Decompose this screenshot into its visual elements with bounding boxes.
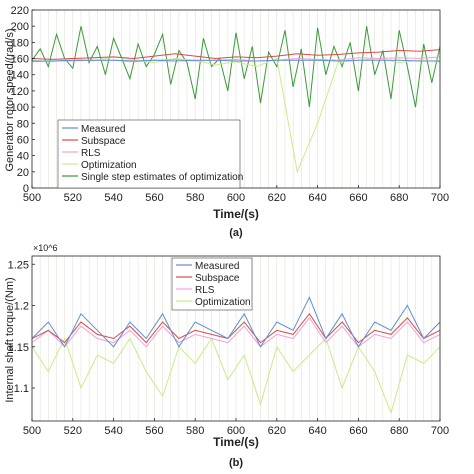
x-tick-label: 520 bbox=[64, 425, 82, 437]
y-tick-label: 1.15 bbox=[8, 342, 29, 354]
x-tick-label: 660 bbox=[349, 192, 367, 204]
y-tick-label: 180 bbox=[11, 37, 29, 49]
panel-a-label: (a) bbox=[229, 227, 243, 239]
x-tick-label: 540 bbox=[104, 425, 122, 437]
y-tick-label: 0 bbox=[23, 183, 29, 195]
legend-label: RLS bbox=[81, 148, 101, 159]
y-tick-label: 120 bbox=[11, 86, 29, 98]
x-tick-label: 600 bbox=[227, 192, 245, 204]
y-tick-label: 40 bbox=[17, 151, 29, 163]
x-tick-label: 640 bbox=[308, 425, 326, 437]
series-line-measured bbox=[32, 296, 440, 348]
panel-a-legend-box bbox=[57, 119, 241, 189]
legend-label: Measured bbox=[195, 261, 239, 272]
x-tick-label: 680 bbox=[390, 425, 408, 437]
x-tick-label: 580 bbox=[186, 425, 204, 437]
x-tick-label: 700 bbox=[431, 192, 449, 204]
x-tick-label: 500 bbox=[23, 425, 41, 437]
x-tick-label: 540 bbox=[104, 192, 122, 204]
y-tick-label: 220 bbox=[11, 5, 29, 17]
panel-a-x-ticks: 500 520 540 560 580 600 620 640 660 680 700 bbox=[23, 185, 449, 204]
panel-b-x-axis-label: Time/(s) bbox=[213, 435, 259, 449]
panel-b-label: (b) bbox=[229, 457, 243, 469]
y-tick-label: 80 bbox=[17, 118, 29, 130]
panel-b-x-ticks: 500 520 540 560 580 600 620 640 660 680 700 bbox=[23, 418, 449, 437]
y-tick-label: 140 bbox=[11, 70, 29, 82]
panel-a-x-axis-label: Time/(s) bbox=[213, 207, 259, 221]
x-tick-label: 700 bbox=[431, 425, 449, 437]
x-tick-label: 640 bbox=[308, 192, 326, 204]
x-tick-label: 580 bbox=[186, 192, 204, 204]
panel-b-chart: 1.1 1.15 1.2 1.25 500 520 540 560 580 600 620 640 6… bbox=[4, 243, 449, 469]
legend-label: Optimization bbox=[195, 297, 251, 308]
panel-a-series bbox=[32, 26, 440, 174]
x-tick-label: 600 bbox=[227, 425, 245, 437]
series-line-optimization bbox=[32, 56, 440, 174]
panel-b-y-multiplier: ×10^6 bbox=[33, 243, 58, 253]
series-line-measured bbox=[32, 59, 440, 62]
series-line-rls bbox=[32, 317, 440, 348]
panel-b-y-ticks: 1.1 1.15 1.2 1.25 bbox=[8, 259, 35, 395]
panel-a-y-axis-label: Generator rotor speed/(rad/s) bbox=[4, 28, 16, 171]
x-tick-label: 620 bbox=[268, 425, 286, 437]
y-tick-label: 100 bbox=[11, 102, 29, 114]
series-line-subspace bbox=[32, 312, 440, 344]
x-tick-label: 660 bbox=[349, 425, 367, 437]
x-tick-label: 680 bbox=[390, 192, 408, 204]
y-tick-label: 160 bbox=[11, 54, 29, 66]
x-tick-label: 560 bbox=[145, 425, 163, 437]
legend-label: RLS bbox=[195, 285, 215, 296]
x-tick-label: 620 bbox=[268, 192, 286, 204]
y-tick-label: 200 bbox=[11, 21, 29, 33]
y-tick-label: 1.1 bbox=[14, 383, 29, 395]
panel-a-y-ticks: 0 20 40 60 80 100 120 140 160 180 200 220 bbox=[11, 5, 35, 195]
panel-b-series bbox=[32, 296, 440, 415]
y-tick-label: 60 bbox=[17, 134, 29, 146]
x-tick-label: 560 bbox=[145, 192, 163, 204]
panel-b-y-axis-label: Internal shaft torque/(Nm) bbox=[4, 277, 16, 402]
legend-label: Measured bbox=[81, 124, 125, 135]
x-tick-label: 520 bbox=[64, 192, 82, 204]
series-line-subspace bbox=[32, 49, 440, 60]
panel-a-chart: 0 20 40 60 80 100 120 140 160 180 200 220 500 520 540… bbox=[4, 5, 449, 239]
legend-label: Single step estimates of optimization bbox=[81, 172, 243, 183]
series-line-optimization bbox=[32, 337, 440, 415]
y-tick-label: 1.25 bbox=[8, 259, 29, 271]
y-tick-label: 1.2 bbox=[14, 301, 29, 313]
legend-label: Optimization bbox=[81, 160, 137, 171]
legend-label: Subspace bbox=[195, 273, 240, 284]
legend-label: Subspace bbox=[81, 136, 126, 147]
x-tick-label: 500 bbox=[23, 192, 41, 204]
y-tick-label: 20 bbox=[17, 167, 29, 179]
